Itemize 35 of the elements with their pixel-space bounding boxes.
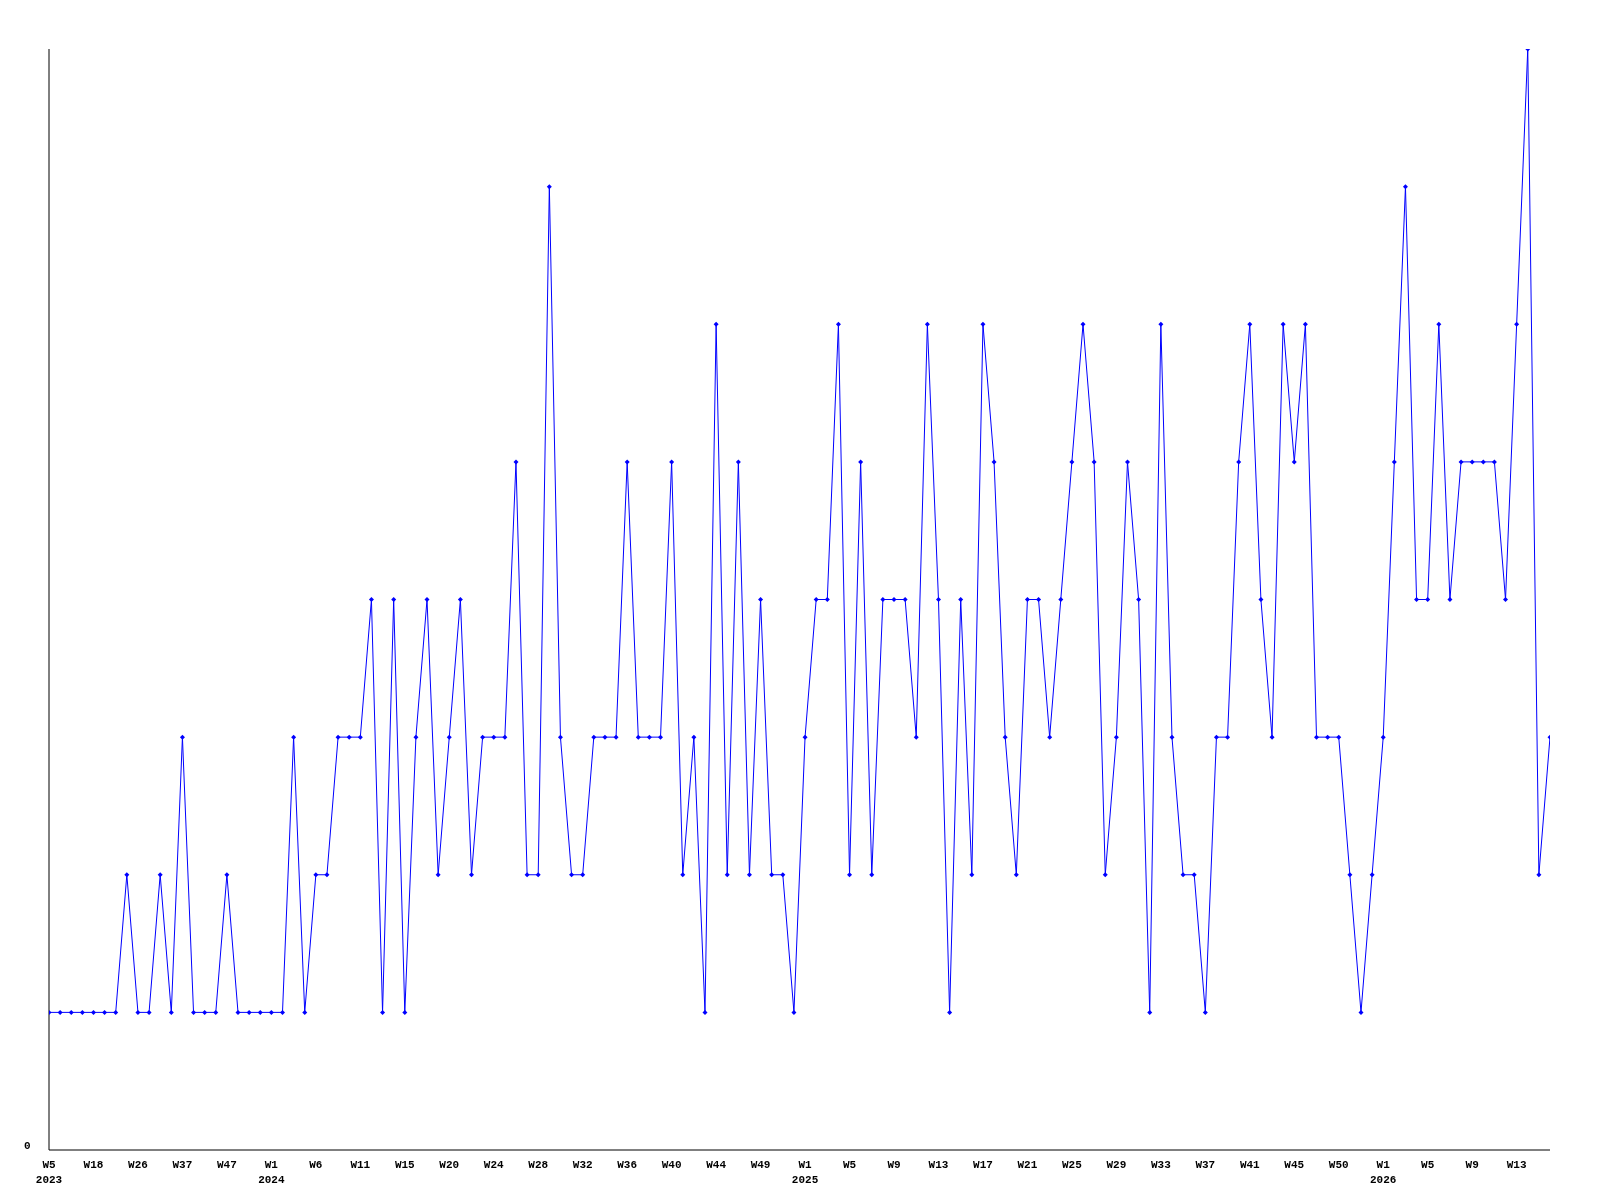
x-tick-label: W1 2026 <box>1370 1159 1397 1186</box>
x-tick-label: W21 <box>1017 1159 1038 1171</box>
x-tick-label: W20 <box>439 1159 460 1171</box>
x-tick-label: W5 2023 <box>35 1159 63 1186</box>
text: 0 <box>24 1140 31 1152</box>
x-tick-label: W33 <box>1150 1159 1172 1171</box>
x-tick-label: W44 <box>706 1159 727 1171</box>
x-tick-label: W15 <box>394 1159 416 1171</box>
x-tick-label: W11 <box>350 1159 371 1171</box>
x-tick-label: W28 <box>528 1159 549 1171</box>
x-tick-label: W50 <box>1328 1159 1349 1171</box>
x-tick-label: W1 2025 <box>791 1159 819 1186</box>
x-tick-label: W9 <box>887 1159 901 1171</box>
x-tick-label: W5 <box>842 1159 857 1171</box>
x-tick-label: W40 <box>661 1159 682 1171</box>
x-tick-label: W36 <box>617 1159 638 1171</box>
x-tick-label: W37 <box>172 1159 193 1171</box>
x-tick-label: W37 <box>1195 1159 1216 1171</box>
x-tick-label: W24 <box>483 1159 505 1171</box>
x-tick-label: W1 2024 <box>258 1159 285 1186</box>
x-tick-label: W25 <box>1062 1159 1083 1171</box>
x-tick-label: W6 <box>309 1159 323 1171</box>
x-tick-label: W13 <box>928 1159 949 1171</box>
x-tick-label: W29 <box>1106 1159 1127 1171</box>
x-tick-label: W49 <box>750 1159 771 1171</box>
x-tick-label: W26 <box>128 1159 148 1171</box>
x-tick-label: W13 <box>1506 1159 1527 1171</box>
x-tick-label: W41 <box>1239 1159 1261 1171</box>
x-tick-label: W18 <box>83 1159 104 1171</box>
x-tick-label: W9 <box>1465 1159 1479 1171</box>
x-tick-label: W17 <box>973 1159 993 1171</box>
x-tick-label: W45 <box>1284 1159 1305 1171</box>
x-tick-label: W32 <box>572 1159 593 1171</box>
x-tick-label: W47 <box>216 1159 237 1171</box>
x-tick-label: W5 <box>1421 1159 1435 1171</box>
